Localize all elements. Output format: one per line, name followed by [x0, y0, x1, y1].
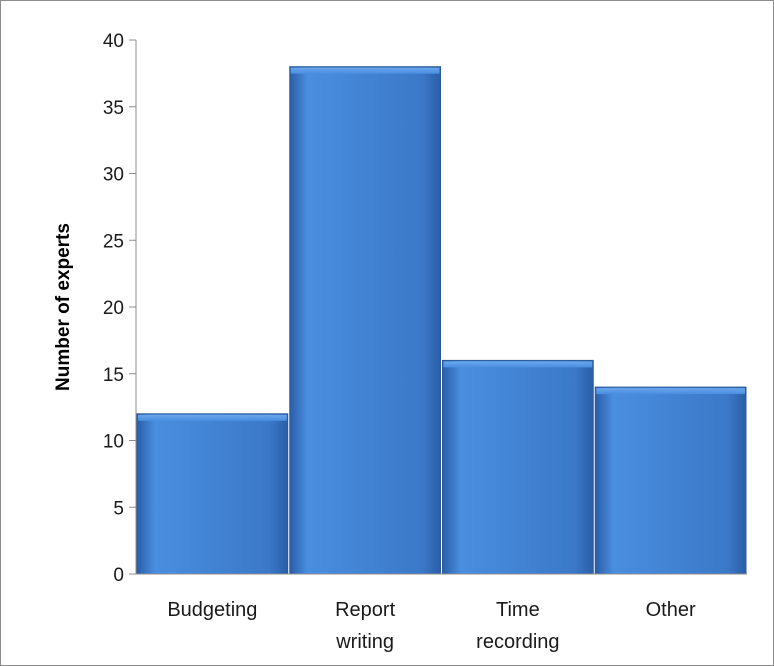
y-tick-label-15: 15 [103, 365, 124, 386]
y-tick-label-0: 0 [113, 565, 124, 586]
bar-3 [594, 386, 747, 575]
bar-top-highlight-0 [138, 414, 287, 421]
x-labels-group: Budgeting Report writing Time recording Other [167, 599, 696, 653]
bar-0 [136, 413, 289, 575]
y-tick-label-5: 5 [113, 498, 124, 519]
x-category-label-1: Report writing [335, 599, 395, 653]
y-ticks-group: 0 5 10 15 20 25 30 35 40 [103, 31, 136, 586]
y-tick-label-30: 30 [103, 165, 124, 186]
bar-top-highlight-1 [290, 67, 440, 74]
bar-2 [442, 359, 594, 575]
y-tick-label-20: 20 [103, 298, 124, 319]
x-category-label-3: Other [646, 599, 696, 621]
y-axis-title: Number of experts [53, 223, 74, 391]
y-tick-label-35: 35 [103, 98, 124, 119]
bar-1 [289, 66, 441, 575]
bar-top-highlight-3 [596, 388, 745, 395]
x-category-label-2: Time recording [476, 599, 559, 653]
y-tick-label-25: 25 [103, 231, 124, 252]
bar-top-highlight-2 [443, 361, 593, 368]
y-tick-label-10: 10 [103, 432, 124, 453]
bars-group [136, 66, 747, 575]
y-tick-label-40: 40 [103, 31, 124, 52]
x-category-label-0: Budgeting [167, 599, 257, 621]
